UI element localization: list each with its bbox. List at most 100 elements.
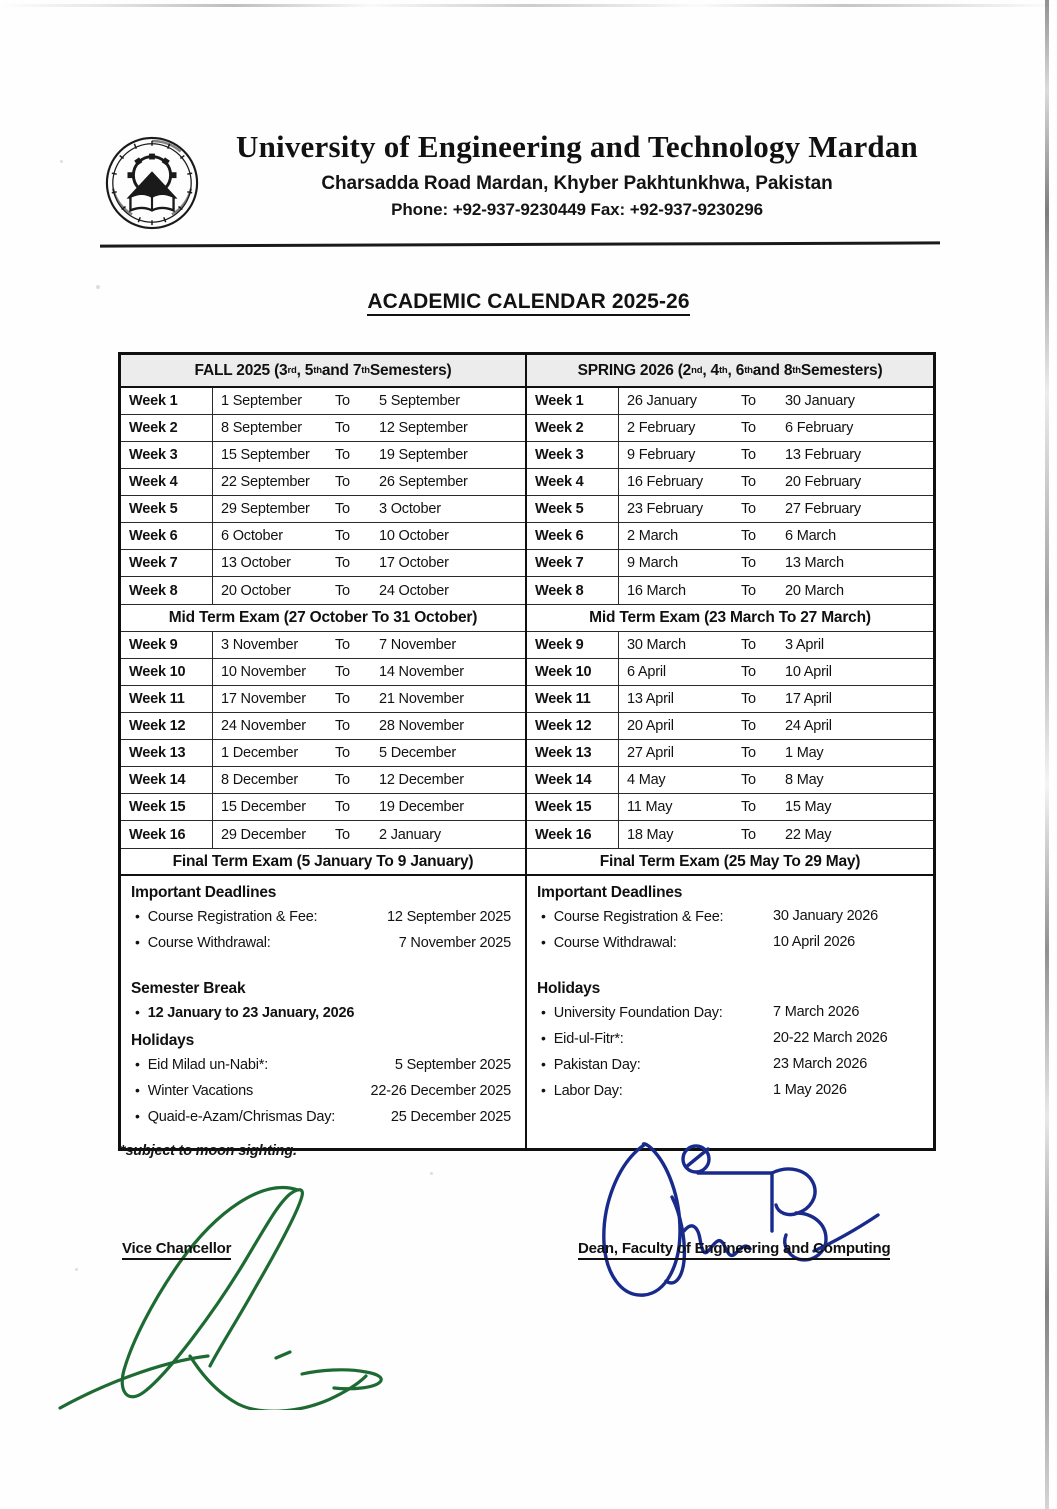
table-row: Week 11 13 April To 17 April bbox=[527, 686, 933, 713]
table-row: Week 12 20 April To 24 April bbox=[527, 713, 933, 740]
date-end: 27 February bbox=[785, 501, 861, 517]
table-row: Week 1 26 January To 30 January bbox=[527, 388, 933, 415]
deadline-value: 12 September 2025 bbox=[387, 909, 511, 925]
date-from: 17 November bbox=[221, 691, 306, 707]
table-row: Week 5 23 February To 27 February bbox=[527, 496, 933, 523]
list-item: Pakistan Day: 23 March 2026 bbox=[541, 1052, 923, 1078]
date-from: 4 May bbox=[627, 772, 666, 788]
week-label: Week 5 bbox=[121, 496, 213, 522]
week-dates: 8 December To 12 December bbox=[213, 767, 525, 793]
date-separator: To bbox=[335, 447, 350, 463]
date-end: 20 February bbox=[785, 474, 861, 490]
fall-break-heading: Semester Break bbox=[131, 979, 246, 997]
table-row: Week 10 6 April To 10 April bbox=[527, 659, 933, 686]
date-from: 18 May bbox=[627, 826, 674, 843]
date-end: 20 March bbox=[785, 582, 844, 599]
table-row: Week 4 22 September To 26 September bbox=[121, 469, 525, 496]
week-label: Week 11 bbox=[527, 686, 619, 712]
date-end: 14 November bbox=[379, 664, 464, 680]
table-row: Week 10 10 November To 14 November bbox=[121, 659, 525, 686]
date-from: 22 September bbox=[221, 474, 310, 490]
date-from: 9 March bbox=[627, 555, 678, 571]
date-end: 5 September bbox=[379, 393, 460, 409]
date-separator: To bbox=[335, 393, 350, 409]
date-separator: To bbox=[335, 528, 350, 544]
date-end: 24 October bbox=[379, 582, 449, 599]
week-dates: 2 March To 6 March bbox=[619, 523, 933, 549]
table-row: Week 16 29 December To 2 January bbox=[121, 821, 525, 848]
spring-holidays-heading: Holidays bbox=[537, 979, 601, 997]
week-label: Week 9 bbox=[527, 632, 619, 658]
week-dates: 18 May To 22 May bbox=[619, 821, 933, 848]
spring-heading-sup4: th bbox=[792, 365, 801, 376]
table-row: Week 6 2 March To 6 March bbox=[527, 523, 933, 550]
date-from: 29 December bbox=[221, 826, 306, 843]
date-end: 19 December bbox=[379, 799, 464, 815]
deadline-label: Course Registration & Fee: bbox=[147, 909, 318, 925]
date-from: 23 February bbox=[627, 501, 703, 517]
moon-sighting-footnote: *subject to moon sighting. bbox=[120, 1143, 297, 1159]
week-dates: 20 October To 24 October bbox=[213, 577, 525, 604]
week-dates: 3 November To 7 November bbox=[213, 632, 525, 658]
date-separator: To bbox=[335, 664, 350, 680]
holiday-label: Eid-ul-Fitr*: bbox=[553, 1030, 624, 1047]
list-item: Course Registration & Fee: 12 September 2… bbox=[135, 904, 515, 930]
date-from: 6 October bbox=[221, 528, 283, 544]
spring-heading-sup3: th bbox=[744, 365, 753, 376]
date-separator: To bbox=[741, 447, 756, 463]
fall-deadlines-heading: Important Deadlines bbox=[131, 884, 277, 901]
holiday-label: University Foundation Day: bbox=[553, 1004, 723, 1021]
scan-edge-top bbox=[0, 4, 1057, 7]
table-row: Week 9 30 March To 3 April bbox=[527, 632, 933, 659]
table-row: Week 13 27 April To 1 May bbox=[527, 740, 933, 767]
spring-info-block: Important Deadlines Course Registration … bbox=[527, 876, 933, 1148]
deadline-label: Course Withdrawal: bbox=[553, 934, 677, 951]
dean-signature-ink bbox=[602, 1142, 880, 1297]
date-separator: To bbox=[741, 501, 756, 517]
spring-holidays-list: University Foundation Day: 7 March 2026 E… bbox=[541, 1000, 923, 1104]
date-separator: To bbox=[335, 555, 350, 571]
week-dates: 8 September To 12 September bbox=[213, 415, 525, 441]
date-from: 15 December bbox=[221, 799, 306, 815]
holiday-value: 23 March 2026 bbox=[773, 1055, 868, 1072]
date-from: 30 March bbox=[627, 637, 686, 653]
scan-speck bbox=[75, 1268, 78, 1271]
week-dates: 29 December To 2 January bbox=[213, 821, 525, 848]
date-end: 8 May bbox=[785, 772, 824, 788]
date-separator: To bbox=[741, 772, 756, 788]
date-end: 3 October bbox=[379, 501, 441, 517]
date-from: 8 September bbox=[221, 420, 302, 436]
week-label: Week 10 bbox=[527, 659, 619, 685]
fall-heading-mid2: and 7 bbox=[321, 361, 362, 379]
week-dates: 15 September To 19 September bbox=[213, 442, 525, 468]
spring-midterm-exam-row: Mid Term Exam (23 March To 27 March) bbox=[527, 604, 933, 632]
week-dates: 16 February To 20 February bbox=[619, 469, 933, 495]
date-from: 29 September bbox=[221, 501, 310, 517]
week-dates: 13 October To 17 October bbox=[213, 550, 525, 576]
week-dates: 23 February To 27 February bbox=[619, 496, 933, 522]
list-item: Course Withdrawal: 7 November 2025 bbox=[135, 930, 515, 956]
holiday-value: 7 March 2026 bbox=[773, 1003, 860, 1020]
week-dates: 30 March To 3 April bbox=[619, 632, 933, 658]
date-end: 21 November bbox=[379, 691, 464, 707]
university-address: Charsadda Road Mardan, Khyber Pakhtunkhw… bbox=[321, 172, 833, 194]
fall-heading-mid1: , 5 bbox=[296, 361, 314, 379]
list-item: Quaid-e-Azam/Chrismas Day: 25 December 20… bbox=[135, 1104, 515, 1130]
week-dates: 26 January To 30 January bbox=[619, 388, 933, 414]
table-row: Week 5 29 September To 3 October bbox=[121, 496, 525, 523]
date-from: 13 April bbox=[627, 691, 674, 707]
date-end: 7 November bbox=[379, 637, 456, 653]
table-row: Week 3 9 February To 13 February bbox=[527, 442, 933, 469]
holiday-label: Pakistan Day: bbox=[553, 1056, 641, 1073]
table-row: Week 4 16 February To 20 February bbox=[527, 469, 933, 496]
list-item: Labor Day: 1 May 2026 bbox=[541, 1078, 923, 1104]
table-row: Week 2 2 February To 6 February bbox=[527, 415, 933, 442]
date-separator: To bbox=[335, 420, 350, 436]
week-label: Week 15 bbox=[121, 794, 213, 820]
fall-heading-sup3: th bbox=[361, 365, 370, 376]
